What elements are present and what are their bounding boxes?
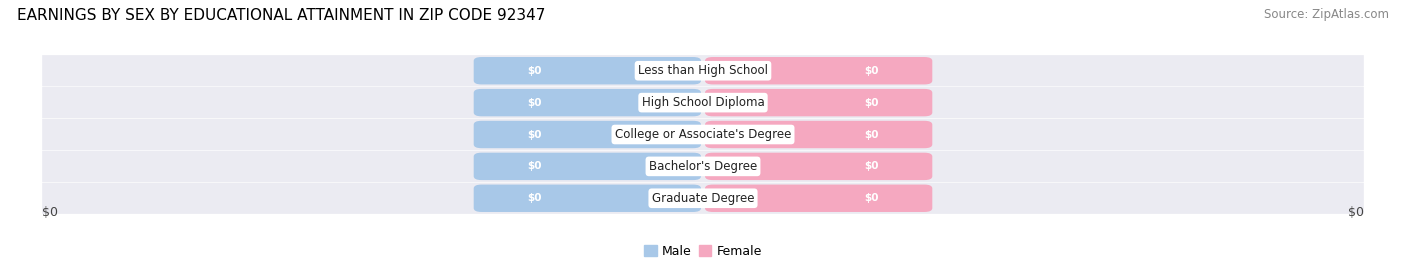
Text: $0: $0 (865, 98, 879, 108)
Text: Bachelor's Degree: Bachelor's Degree (650, 160, 756, 173)
Text: Graduate Degree: Graduate Degree (652, 192, 754, 205)
Text: High School Diploma: High School Diploma (641, 96, 765, 109)
FancyBboxPatch shape (42, 119, 1364, 150)
Text: Source: ZipAtlas.com: Source: ZipAtlas.com (1264, 8, 1389, 21)
FancyBboxPatch shape (704, 121, 932, 148)
FancyBboxPatch shape (704, 89, 932, 116)
Text: $0: $0 (527, 129, 541, 140)
FancyBboxPatch shape (704, 153, 932, 180)
FancyBboxPatch shape (42, 151, 1364, 182)
Text: $0: $0 (865, 66, 879, 76)
FancyBboxPatch shape (42, 55, 1364, 86)
Text: $0: $0 (865, 161, 879, 171)
FancyBboxPatch shape (474, 185, 702, 212)
Text: College or Associate's Degree: College or Associate's Degree (614, 128, 792, 141)
Text: $0: $0 (1348, 206, 1364, 219)
Legend: Male, Female: Male, Female (640, 239, 766, 263)
Text: $0: $0 (527, 161, 541, 171)
Text: Less than High School: Less than High School (638, 64, 768, 77)
FancyBboxPatch shape (474, 89, 702, 116)
FancyBboxPatch shape (474, 121, 702, 148)
FancyBboxPatch shape (42, 183, 1364, 214)
FancyBboxPatch shape (704, 57, 932, 84)
Text: $0: $0 (527, 66, 541, 76)
FancyBboxPatch shape (474, 57, 702, 84)
Text: $0: $0 (527, 98, 541, 108)
Text: $0: $0 (42, 206, 58, 219)
FancyBboxPatch shape (474, 153, 702, 180)
FancyBboxPatch shape (42, 87, 1364, 118)
FancyBboxPatch shape (704, 185, 932, 212)
Text: $0: $0 (865, 193, 879, 203)
Text: $0: $0 (865, 129, 879, 140)
Text: $0: $0 (527, 193, 541, 203)
Text: EARNINGS BY SEX BY EDUCATIONAL ATTAINMENT IN ZIP CODE 92347: EARNINGS BY SEX BY EDUCATIONAL ATTAINMEN… (17, 8, 546, 23)
